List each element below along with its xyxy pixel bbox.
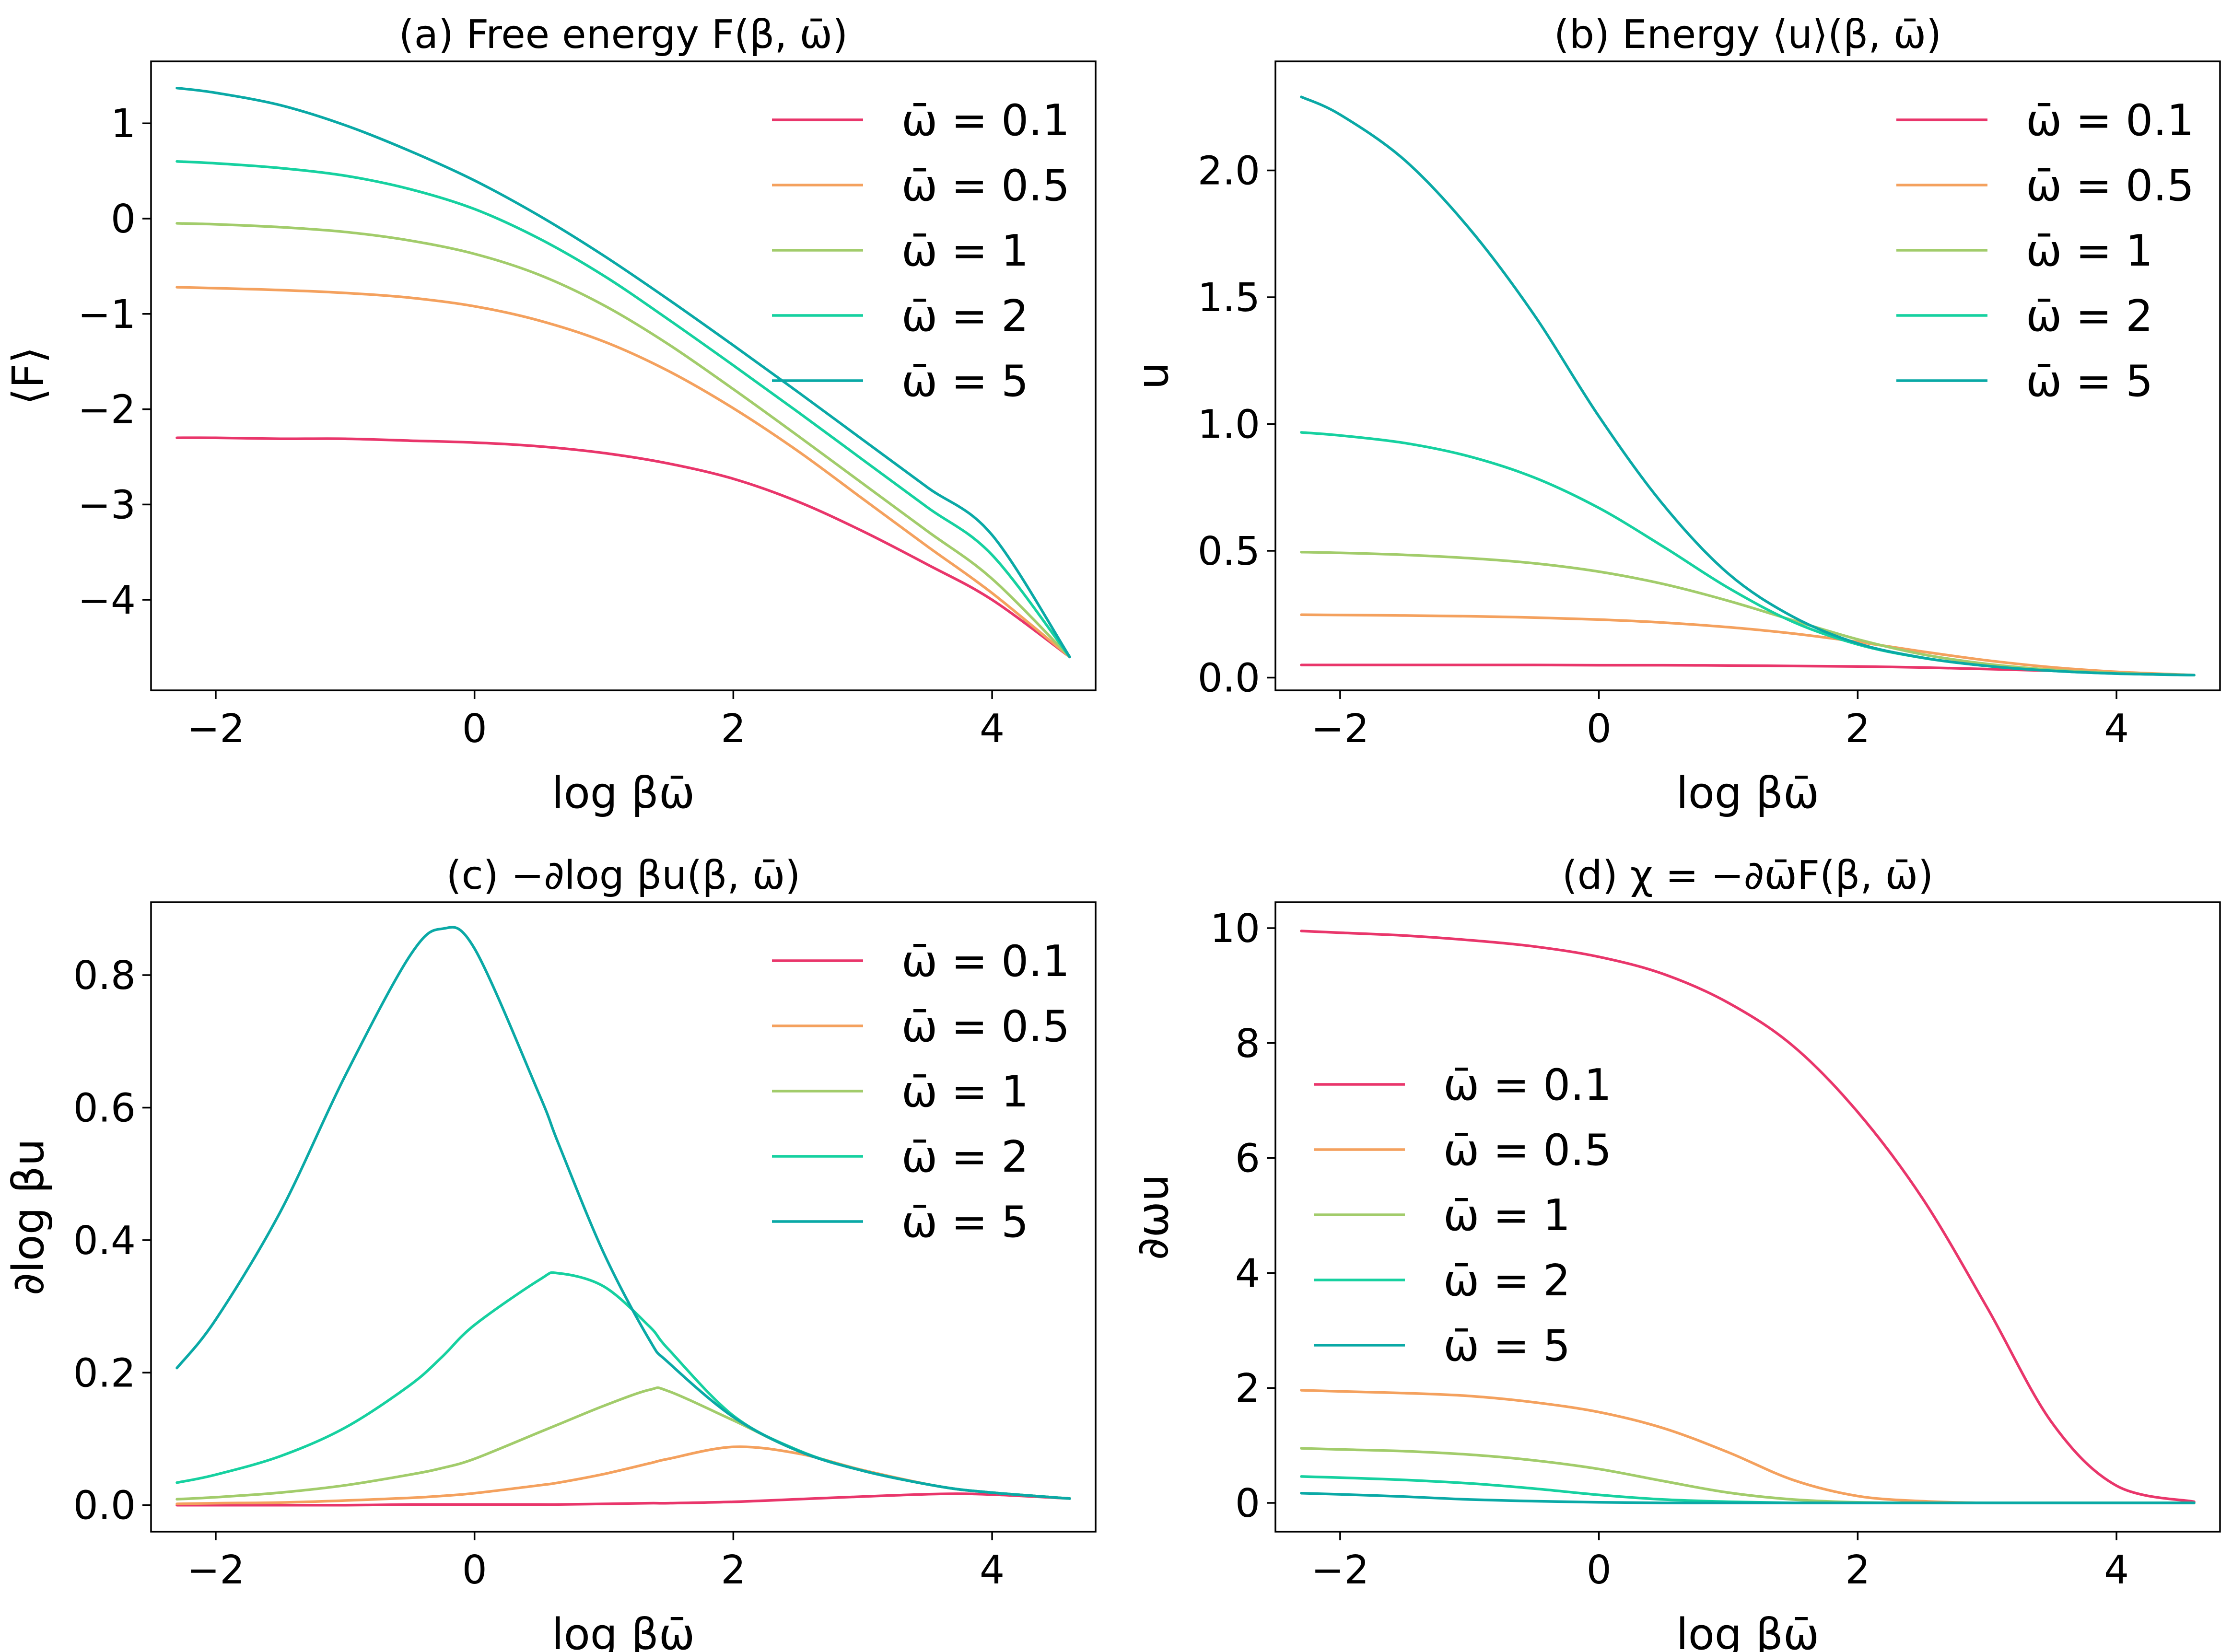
series-line-d-1 — [1300, 1389, 2196, 1505]
y-tick-label-d-1: 2 — [1235, 1366, 1260, 1411]
y-tick-label-c-2: 0.4 — [73, 1218, 136, 1264]
legend-label-c-3: ω̄ = 2 — [901, 1132, 1028, 1182]
y-tick-label-c-4: 0.8 — [73, 953, 136, 999]
x-tick-label-a-3: 4 — [980, 706, 1005, 752]
y-tick-label-a-4: 0 — [111, 197, 136, 242]
y-axis-label-b: u — [1128, 362, 1178, 389]
plot-frame-a — [150, 60, 1097, 691]
legend-label-b-1: ω̄ = 0.5 — [2026, 161, 2194, 211]
y-axis-label-c: ∂log βu — [3, 1139, 54, 1295]
y-tick-label-a-3: −1 — [78, 292, 136, 337]
series-line-c-0 — [175, 1492, 1071, 1507]
series-line-d-2 — [1300, 1447, 2196, 1504]
y-tick-label-a-2: −2 — [78, 387, 136, 433]
series-line-b-2 — [1300, 550, 2196, 677]
x-tick-label-d-2: 2 — [1845, 1547, 1870, 1593]
panel-title-b: (b) Energy ⟨u⟩(β, ω̄) — [1554, 12, 1941, 58]
legend-label-d-4: ω̄ = 5 — [1443, 1321, 1570, 1371]
series-line-b-3 — [1300, 431, 2196, 677]
x-tick-label-c-1: 0 — [462, 1547, 487, 1593]
legend-label-d-0: ω̄ = 0.1 — [1443, 1060, 1612, 1110]
legend-label-c-4: ω̄ = 5 — [901, 1197, 1028, 1247]
x-tick-label-b-3: 4 — [2104, 706, 2129, 752]
panel-a-free-energy: −2 0 2 4 −4 −3 −2 −1 0 1 (a) Free energy F(β, ω̄) l… — [3, 12, 1097, 818]
series-line-b-1 — [1300, 613, 2196, 677]
legend-label-b-4: ω̄ = 5 — [2026, 356, 2153, 407]
legend-label-a-3: ω̄ = 2 — [901, 291, 1028, 341]
y-tick-label-d-5: 10 — [1210, 906, 1260, 952]
x-tick-label-a-1: 0 — [462, 706, 487, 752]
legend-label-d-2: ω̄ = 1 — [1443, 1190, 1570, 1241]
x-axis-label-c: log βω̄ — [552, 1609, 695, 1652]
y-tick-label-a-1: −3 — [78, 482, 136, 528]
y-tick-label-c-0: 0.0 — [73, 1483, 136, 1529]
series-line-a-0 — [175, 436, 1071, 659]
y-tick-label-b-4: 2.0 — [1198, 148, 1260, 194]
x-axis-label-b: log βω̄ — [1676, 768, 1820, 818]
legend-label-d-3: ω̄ = 2 — [1443, 1256, 1570, 1306]
y-tick-label-b-2: 1.0 — [1198, 402, 1260, 448]
legend-label-a-1: ω̄ = 0.5 — [901, 161, 1070, 211]
panel-d-susceptibility: −2 0 2 4 0 2 4 6 8 10 (d) χ = −∂ω̄F(β, ω̄) log βω̄ ∂… — [1128, 853, 2221, 1652]
x-tick-label-b-2: 2 — [1845, 706, 1870, 752]
series-line-b-4 — [1300, 95, 2196, 677]
y-tick-label-b-0: 0.0 — [1198, 656, 1260, 701]
legend-label-d-1: ω̄ = 0.5 — [1443, 1125, 1612, 1175]
series-line-c-3 — [175, 1271, 1071, 1500]
y-tick-label-c-3: 0.6 — [73, 1085, 136, 1131]
legend-label-a-0: ω̄ = 0.1 — [901, 95, 1070, 146]
plot-frame-b — [1274, 60, 2221, 691]
plot-frame-c — [150, 901, 1097, 1533]
x-tick-label-d-3: 4 — [2104, 1547, 2129, 1593]
y-tick-label-d-2: 4 — [1235, 1251, 1260, 1296]
y-tick-label-d-0: 0 — [1235, 1481, 1260, 1526]
y-tick-label-d-4: 8 — [1235, 1021, 1260, 1067]
legend-label-b-2: ω̄ = 1 — [2026, 226, 2153, 276]
x-tick-label-a-0: −2 — [187, 706, 245, 752]
series-line-a-3 — [175, 160, 1071, 659]
x-tick-label-d-1: 0 — [1587, 1547, 1612, 1593]
x-tick-label-d-0: −2 — [1311, 1547, 1369, 1593]
x-tick-label-b-1: 0 — [1587, 706, 1612, 752]
y-tick-label-b-1: 0.5 — [1198, 529, 1260, 574]
panel-title-d: (d) χ = −∂ω̄F(β, ω̄) — [1562, 853, 1933, 898]
legend-label-c-0: ω̄ = 0.1 — [901, 936, 1070, 987]
x-axis-label-d: log βω̄ — [1676, 1609, 1820, 1652]
legend-label-a-4: ω̄ = 5 — [901, 356, 1028, 407]
series-line-d-0 — [1300, 930, 2196, 1503]
y-tick-label-b-3: 1.5 — [1198, 275, 1260, 321]
panel-title-c: (c) −∂log βu(β, ω̄) — [446, 853, 801, 898]
series-line-a-2 — [175, 222, 1071, 659]
series-line-a-4 — [175, 86, 1071, 659]
x-tick-label-c-2: 2 — [721, 1547, 746, 1593]
legend-label-c-1: ω̄ = 0.5 — [901, 1001, 1070, 1052]
y-tick-label-a-5: 1 — [111, 101, 136, 147]
series-line-c-4 — [175, 926, 1071, 1500]
x-tick-label-c-0: −2 — [187, 1547, 245, 1593]
legend-label-b-0: ω̄ = 0.1 — [2026, 95, 2194, 146]
x-tick-label-a-2: 2 — [721, 706, 746, 752]
legend-label-b-3: ω̄ = 2 — [2026, 291, 2153, 341]
legend-label-c-2: ω̄ = 1 — [901, 1067, 1028, 1117]
series-line-a-1 — [175, 286, 1071, 659]
legend-label-a-2: ω̄ = 1 — [901, 226, 1028, 276]
y-tick-label-a-0: −4 — [78, 578, 136, 623]
panel-title-a: (a) Free energy F(β, ω̄) — [399, 12, 848, 58]
panel-b-energy: −2 0 2 4 0.0 0.5 1.0 1.5 2.0 (b) Energy ⟨u⟩(β, ω̄… — [1128, 12, 2221, 818]
x-axis-label-a: log βω̄ — [552, 768, 695, 818]
y-axis-label-d: ∂ωu — [1128, 1174, 1178, 1260]
y-axis-label-a: ⟨F⟩ — [3, 347, 54, 405]
series-line-d-4 — [1300, 1491, 2196, 1504]
plot-frame-d — [1274, 901, 2221, 1533]
y-tick-label-d-3: 6 — [1235, 1136, 1260, 1182]
x-tick-label-b-0: −2 — [1311, 706, 1369, 752]
x-tick-label-c-3: 4 — [980, 1547, 1005, 1593]
y-tick-label-c-1: 0.2 — [73, 1350, 136, 1396]
panel-c-derivative: −2 0 2 4 0.0 0.2 0.4 0.6 0.8 (c) −∂log βu(β, ω̄) l… — [3, 853, 1097, 1652]
